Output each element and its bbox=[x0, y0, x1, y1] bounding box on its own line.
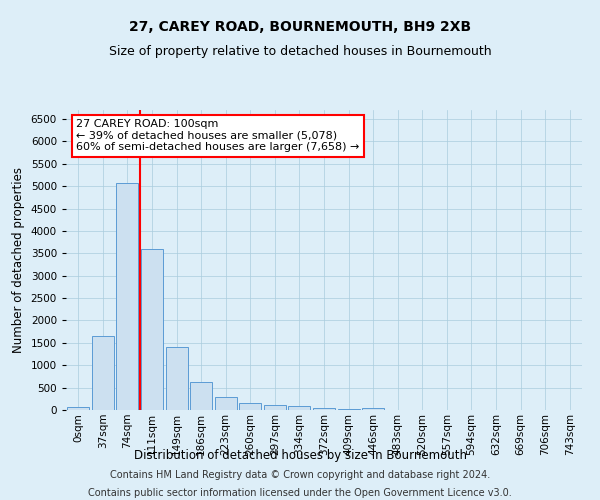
Y-axis label: Number of detached properties: Number of detached properties bbox=[12, 167, 25, 353]
Text: Contains HM Land Registry data © Crown copyright and database right 2024.: Contains HM Land Registry data © Crown c… bbox=[110, 470, 490, 480]
Bar bbox=[239, 404, 262, 410]
Text: Distribution of detached houses by size in Bournemouth: Distribution of detached houses by size … bbox=[133, 448, 467, 462]
Text: Size of property relative to detached houses in Bournemouth: Size of property relative to detached ho… bbox=[109, 45, 491, 58]
Bar bbox=[190, 382, 212, 410]
Bar bbox=[116, 184, 139, 410]
Bar bbox=[92, 336, 114, 410]
Text: Contains public sector information licensed under the Open Government Licence v3: Contains public sector information licen… bbox=[88, 488, 512, 498]
Bar bbox=[338, 408, 359, 410]
Bar bbox=[215, 397, 237, 410]
Bar bbox=[264, 405, 286, 410]
Bar bbox=[289, 406, 310, 410]
Bar bbox=[362, 408, 384, 410]
Bar bbox=[67, 407, 89, 410]
Bar bbox=[141, 249, 163, 410]
Bar bbox=[313, 408, 335, 410]
Text: 27, CAREY ROAD, BOURNEMOUTH, BH9 2XB: 27, CAREY ROAD, BOURNEMOUTH, BH9 2XB bbox=[129, 20, 471, 34]
Bar bbox=[166, 348, 188, 410]
Text: 27 CAREY ROAD: 100sqm
← 39% of detached houses are smaller (5,078)
60% of semi-d: 27 CAREY ROAD: 100sqm ← 39% of detached … bbox=[76, 119, 359, 152]
